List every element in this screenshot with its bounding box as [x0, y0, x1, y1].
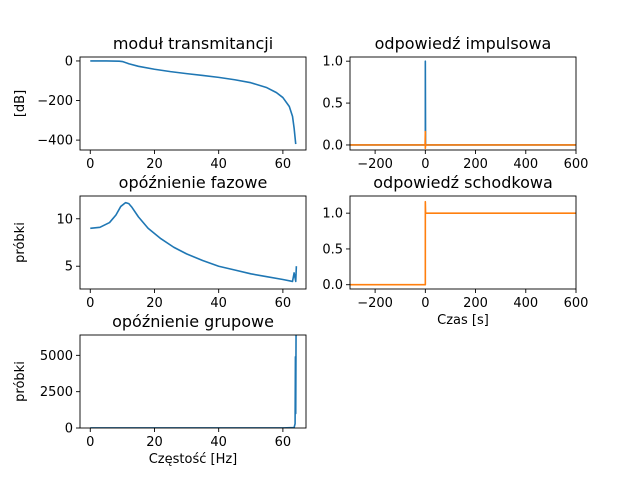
phase-delay-title: opóźnienie fazowe [119, 173, 268, 192]
phase-delay-y-axis-label: próbki [13, 222, 28, 263]
step-x-axis-label: Czas [s] [437, 313, 489, 328]
phase-delay-y-tick-label: 5 [65, 260, 73, 275]
magnitude-y-tick-label: 0 [65, 54, 73, 69]
phase-delay-x-tick-label: 20 [146, 296, 163, 311]
group-delay-x-axis-label: Częstość [Hz] [149, 452, 238, 467]
phase-delay-axes-frame [79, 195, 307, 290]
phase-delay-x-tick-label: 40 [210, 296, 227, 311]
group-delay-y-tick-label: 5000 [40, 349, 73, 364]
impulse-y-tick-label: 0.0 [322, 138, 343, 153]
step-y-tick-label: 1.0 [322, 207, 343, 222]
impulse-x-tick-label: 400 [513, 157, 538, 172]
subplot-impulse: −200 0 200 400 600 0.0 0.5 1.0 odpowiedź impulso… [322, 34, 588, 172]
step-x-tick-label: 400 [513, 296, 538, 311]
magnitude-series-line-0 [90, 60, 297, 145]
group-delay-title: opóźnienie grupowe [112, 312, 274, 331]
step-y-tick-label: 0.5 [322, 242, 343, 257]
impulse-x-tick-label: 200 [463, 157, 488, 172]
phase-delay-x-tick-label: 60 [275, 296, 292, 311]
impulse-x-tick-label: −200 [357, 157, 393, 172]
impulse-series-line-1 [350, 130, 576, 150]
step-series-line-0 [350, 200, 576, 286]
group-delay-axes-frame [79, 334, 307, 429]
phase-delay-y-tick-label: 10 [56, 212, 73, 227]
subplot-magnitude: 0 20 40 60 0 −200 −400 moduł transmitancji [dB] [13, 34, 307, 172]
magnitude-x-tick-label: 0 [86, 157, 94, 172]
magnitude-axes-frame [79, 56, 307, 151]
step-axes-frame [349, 195, 577, 290]
magnitude-title: moduł transmitancji [113, 34, 273, 53]
step-x-tick-label: 600 [564, 296, 589, 311]
group-delay-x-tick-label: 0 [86, 435, 94, 450]
step-y-tick-label: 0.0 [322, 278, 343, 293]
phase-delay-x-tick-label: 0 [86, 296, 94, 311]
magnitude-y-axis-label: [dB] [13, 90, 28, 117]
subplot-step: −200 0 200 400 600 0.0 0.5 1.0 odpowiedź schodko… [322, 173, 588, 328]
magnitude-x-tick-label: 20 [146, 157, 163, 172]
group-delay-x-tick-label: 40 [210, 435, 227, 450]
impulse-x-tick-label: 600 [564, 157, 589, 172]
impulse-y-tick-label: 0.5 [322, 97, 343, 112]
group-delay-y-tick-label: 2500 [40, 385, 73, 400]
step-title: odpowiedź schodkowa [373, 173, 553, 192]
step-x-tick-label: 200 [463, 296, 488, 311]
impulse-x-tick-label: 0 [421, 157, 429, 172]
subplot-group-delay: 0 20 40 60 0 2500 5000 opóźnienie grupowe Często… [13, 312, 307, 467]
magnitude-x-tick-label: 40 [210, 157, 227, 172]
impulse-title: odpowiedź impulsowa [375, 34, 552, 53]
magnitude-x-tick-label: 60 [275, 157, 292, 172]
group-delay-y-tick-label: 0 [65, 422, 73, 437]
magnitude-y-tick-label: −200 [37, 94, 73, 109]
group-delay-x-tick-label: 20 [146, 435, 163, 450]
subplot-phase-delay: 0 20 40 60 5 10 opóźnienie fazowe próbki [13, 173, 307, 311]
step-x-tick-label: −200 [357, 296, 393, 311]
magnitude-y-tick-label: −400 [37, 134, 73, 149]
impulse-y-tick-label: 1.0 [322, 55, 343, 70]
group-delay-x-tick-label: 60 [275, 435, 292, 450]
phase-delay-series-line-0 [90, 201, 298, 283]
step-x-tick-label: 0 [421, 296, 429, 311]
group-delay-y-axis-label: próbki [13, 361, 28, 402]
